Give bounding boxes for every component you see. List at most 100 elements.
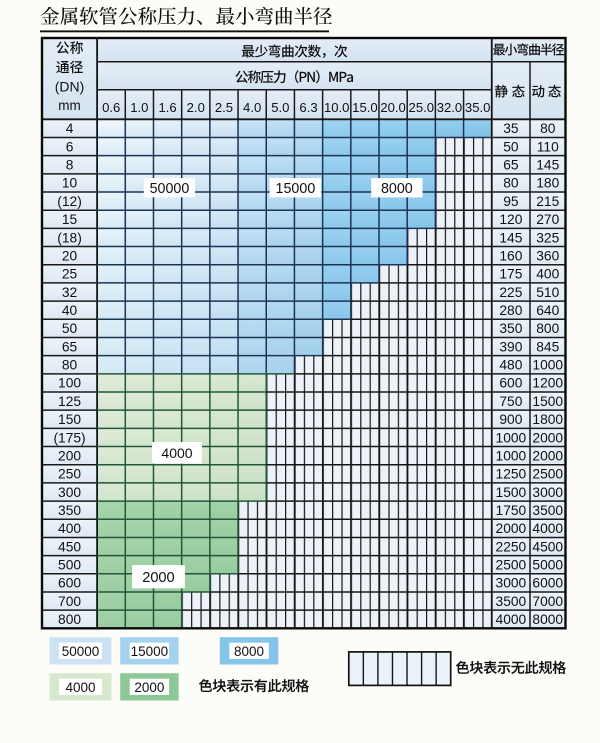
svg-text:1.6: 1.6 [158, 100, 176, 115]
svg-text:1500: 1500 [532, 394, 563, 409]
svg-text:300: 300 [58, 485, 81, 500]
svg-text:145: 145 [536, 158, 559, 173]
svg-text:390: 390 [499, 339, 522, 354]
svg-text:(DN): (DN) [55, 79, 85, 95]
svg-text:mm: mm [58, 98, 81, 113]
svg-text:110: 110 [537, 139, 559, 154]
svg-text:400: 400 [536, 267, 559, 282]
svg-text:(12): (12) [57, 194, 82, 209]
svg-text:0.6: 0.6 [102, 100, 120, 115]
svg-text:32: 32 [62, 285, 77, 300]
svg-text:1.0: 1.0 [130, 100, 148, 115]
svg-text:270: 270 [536, 212, 559, 227]
svg-text:50000: 50000 [150, 181, 190, 197]
svg-text:1000: 1000 [532, 358, 563, 373]
svg-text:100: 100 [58, 376, 81, 391]
svg-text:1250: 1250 [496, 467, 527, 482]
svg-text:2000: 2000 [142, 570, 174, 586]
svg-text:10: 10 [62, 176, 78, 191]
svg-text:400: 400 [58, 521, 81, 536]
svg-text:80: 80 [62, 358, 78, 373]
svg-text:10.0: 10.0 [324, 100, 349, 115]
svg-text:2000: 2000 [134, 680, 164, 695]
svg-text:20.0: 20.0 [380, 100, 405, 115]
svg-text:360: 360 [536, 248, 559, 263]
svg-text:3000: 3000 [532, 485, 563, 500]
svg-text:65: 65 [503, 158, 519, 173]
svg-text:35.0: 35.0 [465, 100, 490, 115]
svg-text:15.0: 15.0 [352, 100, 377, 115]
svg-text:20: 20 [62, 248, 78, 263]
svg-text:200: 200 [58, 448, 81, 463]
svg-text:4500: 4500 [532, 539, 563, 554]
svg-text:800: 800 [536, 321, 559, 336]
svg-text:50000: 50000 [62, 644, 100, 659]
svg-text:8000: 8000 [532, 612, 563, 627]
svg-text:325: 325 [536, 230, 559, 245]
svg-text:5000: 5000 [532, 558, 563, 573]
svg-text:1800: 1800 [532, 412, 563, 427]
svg-text:8: 8 [66, 158, 74, 173]
svg-text:225: 225 [499, 285, 522, 300]
svg-text:3000: 3000 [496, 576, 527, 591]
svg-text:2000: 2000 [532, 448, 563, 463]
svg-text:2500: 2500 [532, 467, 563, 482]
svg-text:600: 600 [499, 376, 522, 391]
svg-text:250: 250 [58, 467, 81, 482]
svg-text:80: 80 [540, 121, 556, 136]
svg-text:480: 480 [499, 358, 522, 373]
svg-text:6: 6 [66, 139, 74, 154]
svg-text:450: 450 [58, 539, 81, 554]
svg-text:3500: 3500 [496, 594, 527, 609]
svg-text:8000: 8000 [234, 644, 264, 659]
svg-text:95: 95 [503, 194, 519, 209]
svg-text:160: 160 [499, 248, 522, 263]
svg-text:4000: 4000 [65, 680, 95, 695]
svg-text:2000: 2000 [496, 521, 527, 536]
svg-text:32.0: 32.0 [437, 100, 462, 115]
svg-text:15: 15 [62, 212, 78, 227]
svg-text:1000: 1000 [496, 448, 527, 463]
svg-text:80: 80 [503, 176, 519, 191]
svg-text:640: 640 [536, 303, 559, 318]
svg-text:(18): (18) [57, 230, 82, 245]
svg-text:7000: 7000 [532, 594, 563, 609]
svg-text:125: 125 [58, 394, 81, 409]
svg-text:800: 800 [58, 612, 81, 627]
svg-text:15000: 15000 [131, 644, 169, 659]
svg-text:1000: 1000 [496, 430, 527, 445]
svg-text:1750: 1750 [496, 503, 527, 518]
svg-text:510: 510 [536, 285, 559, 300]
svg-text:50: 50 [62, 321, 78, 336]
svg-text:215: 215 [536, 194, 559, 209]
svg-text:8000: 8000 [381, 181, 413, 197]
svg-text:500: 500 [58, 558, 81, 573]
svg-text:3500: 3500 [532, 503, 563, 518]
svg-text:1200: 1200 [532, 376, 563, 391]
svg-text:750: 750 [499, 394, 522, 409]
svg-text:2500: 2500 [496, 558, 527, 573]
svg-text:4000: 4000 [496, 612, 527, 627]
svg-text:25.0: 25.0 [409, 100, 434, 115]
svg-text:2000: 2000 [532, 430, 563, 445]
svg-text:25: 25 [62, 267, 78, 282]
svg-text:15000: 15000 [276, 181, 316, 197]
svg-text:1500: 1500 [496, 485, 527, 500]
svg-text:5.0: 5.0 [271, 100, 289, 115]
svg-text:4.0: 4.0 [243, 100, 261, 115]
svg-text:50: 50 [503, 139, 519, 154]
svg-text:700: 700 [58, 594, 81, 609]
svg-text:6.3: 6.3 [299, 100, 317, 115]
svg-text:180: 180 [536, 176, 559, 191]
svg-text:350: 350 [499, 321, 522, 336]
svg-text:4000: 4000 [161, 445, 192, 461]
svg-text:845: 845 [536, 339, 559, 354]
svg-text:175: 175 [499, 267, 522, 282]
svg-text:6000: 6000 [532, 576, 563, 591]
svg-text:4: 4 [66, 121, 74, 136]
svg-text:4000: 4000 [532, 521, 563, 536]
svg-text:2.0: 2.0 [187, 100, 205, 115]
svg-text:2250: 2250 [496, 539, 527, 554]
svg-text:280: 280 [499, 303, 522, 318]
svg-text:120: 120 [499, 212, 522, 227]
